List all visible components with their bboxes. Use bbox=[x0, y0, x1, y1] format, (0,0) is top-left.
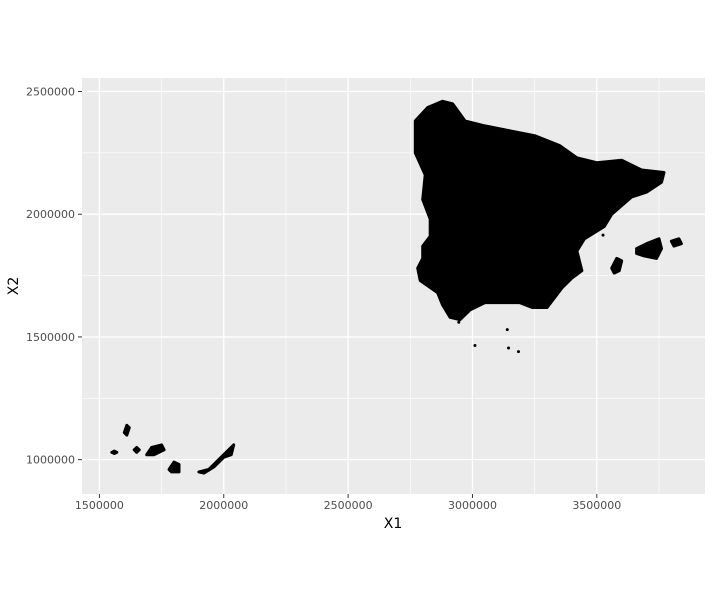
x-tick-label: 1500000 bbox=[75, 499, 124, 512]
y-axis: 1000000 1500000 2000000 2500000 bbox=[26, 85, 82, 467]
y-tick-label: 2500000 bbox=[26, 85, 75, 98]
point-cluster bbox=[610, 256, 624, 275]
data-point bbox=[516, 350, 520, 354]
point-cluster bbox=[413, 99, 666, 322]
x-tick-label: 3000000 bbox=[448, 499, 497, 512]
x-tick-label: 2500000 bbox=[324, 499, 373, 512]
data-point bbox=[507, 346, 511, 350]
plot-panel bbox=[82, 78, 705, 494]
x-tick-label: 3500000 bbox=[572, 499, 621, 512]
point-clusters bbox=[110, 99, 683, 475]
y-axis-title: X2 bbox=[6, 277, 22, 296]
data-point bbox=[473, 344, 477, 348]
data-point bbox=[457, 320, 461, 324]
point-cluster bbox=[669, 237, 683, 248]
y-tick-label: 1000000 bbox=[26, 454, 75, 467]
point-cluster bbox=[167, 460, 181, 474]
data-point bbox=[601, 233, 605, 237]
x-axis: 1500000 2000000 2500000 3000000 3500000 bbox=[75, 494, 621, 512]
x-axis-title: X1 bbox=[384, 516, 403, 532]
point-cluster bbox=[110, 449, 119, 455]
point-cluster bbox=[122, 423, 131, 437]
point-cluster bbox=[197, 443, 236, 475]
data-points bbox=[457, 233, 605, 354]
data-point bbox=[505, 328, 509, 332]
point-cluster bbox=[145, 443, 166, 457]
point-cluster bbox=[132, 445, 141, 454]
y-tick-label: 2000000 bbox=[26, 208, 75, 221]
point-cluster bbox=[635, 237, 663, 260]
y-tick-label: 1500000 bbox=[26, 331, 75, 344]
x-tick-label: 2000000 bbox=[199, 499, 248, 512]
